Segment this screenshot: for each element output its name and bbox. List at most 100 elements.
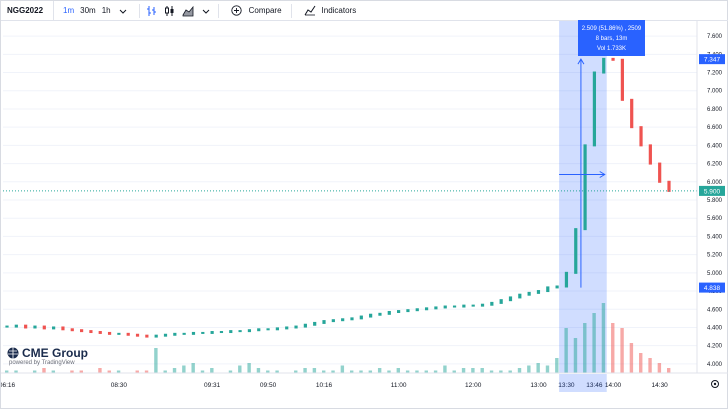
price-bar [536,290,541,294]
price-tick-label: 5.600 [707,216,723,222]
price-bar [70,328,74,332]
symbol-search[interactable]: NGG2022 [1,0,55,21]
indicators-icon [303,4,317,18]
price-bar [89,330,93,334]
volume-bar [471,368,475,373]
volume-bar [303,368,307,373]
price-axis-label-text: 7.347 [704,57,721,64]
volume-bar [312,368,317,373]
price-bar [201,331,205,334]
volume-bar [517,368,522,373]
volume-bar [247,363,251,373]
volume-bar [536,363,540,373]
price-bar [117,332,121,335]
price-bar [452,305,457,308]
volume-bar [611,323,615,373]
toolbar-divider [217,3,219,18]
chevron-down-icon[interactable] [199,4,213,18]
cme-logo: CME Group powered by TradingView [7,346,88,366]
volume-bar [443,365,447,373]
volume-bar [182,365,186,373]
volume-bar [377,368,382,373]
price-bar [630,98,634,129]
bar-style-icon[interactable] [145,4,159,18]
price-bar [303,323,307,328]
interval-1h[interactable]: 1h [101,6,111,15]
price-bar [266,328,270,331]
volume-bar [322,370,326,373]
price-bar [387,310,391,315]
volume-bar [452,370,456,373]
volume-bar [191,363,195,373]
interval-30m[interactable]: 30m [80,6,96,15]
price-axis-label [699,282,725,293]
price-bar [471,304,475,307]
price-bar [52,326,56,330]
price-tick-label: 6.600 [707,125,723,131]
price-bar [639,126,643,147]
price-bars [5,57,671,338]
volume-bar [256,368,261,373]
volume-bar [508,370,512,373]
cme-globe-icon [7,347,19,359]
volume-bar [340,365,345,373]
volume-bar [592,313,596,373]
price-bar [14,324,18,328]
interval-1m[interactable]: 1m [63,6,75,15]
price-bar [583,144,587,231]
price-tick-label: 5.200 [707,253,723,259]
price-tick-label: 7.000 [707,89,723,95]
time-tick-label: 13:30 [558,382,575,389]
time-axis[interactable]: 06:16 08:30 09:31 09:50 10:16 11:00 12:00 13:00… [1,372,728,392]
volume-bar [32,370,37,373]
volume-bar [359,370,363,373]
indicators-button[interactable]: Indicators [295,1,363,21]
measure-volume: Vol 1.733K [596,46,627,52]
price-bar [275,327,279,331]
volume-bar [144,370,149,373]
price-bar [611,57,615,61]
area-style-icon[interactable] [181,4,195,18]
chevron-down-icon[interactable] [116,4,130,18]
price-axis-label-text: 5.900 [704,188,721,195]
price-tick-label: 6.000 [707,180,723,186]
price-bar [294,325,298,329]
price-bar [648,144,652,165]
price-bar [42,325,46,330]
volume-bar [424,370,428,373]
measure-selection[interactable] [559,21,607,373]
volume-bar [275,370,279,373]
price-chart[interactable]: 7.6007.4007.2007.0006.8006.6006.4006.200… [1,21,728,409]
measure-tool[interactable] [559,58,606,288]
volume-bar [657,363,662,373]
volume-bar [489,370,494,373]
price-bar [79,329,84,333]
chart-toolbar: NGG2022 1m 30m 1h Compare [1,0,728,21]
price-bar [369,313,373,318]
volume-bar [51,370,56,373]
compare-button[interactable]: Compare [222,1,288,21]
price-axis-label [699,54,725,65]
price-tick-label: 7.200 [707,71,723,77]
gear-icon[interactable] [711,380,719,388]
price-tick-label: 4.000 [707,362,723,368]
volume-bar [349,370,354,373]
volume-bar [42,368,46,373]
price-bar [257,328,261,332]
price-tick-label: 6.200 [707,162,723,168]
volume-bar [527,365,531,373]
candles-icon[interactable] [163,4,177,18]
volume-bar [368,370,373,373]
volume-bars [5,303,671,374]
volume-bar [601,303,606,373]
price-bar [518,293,522,299]
price-tick-label: 4.400 [707,325,723,331]
time-tick-label: 09:50 [260,382,277,389]
price-axis[interactable]: 7.6007.4007.2007.0006.8006.6006.4006.200… [696,21,725,373]
price-bar [191,331,196,335]
measure-bars: 8 bars, 13m [595,36,628,42]
price-axis-label [699,185,725,196]
price-tick-label: 6.400 [707,143,723,149]
price-bar [658,162,662,183]
